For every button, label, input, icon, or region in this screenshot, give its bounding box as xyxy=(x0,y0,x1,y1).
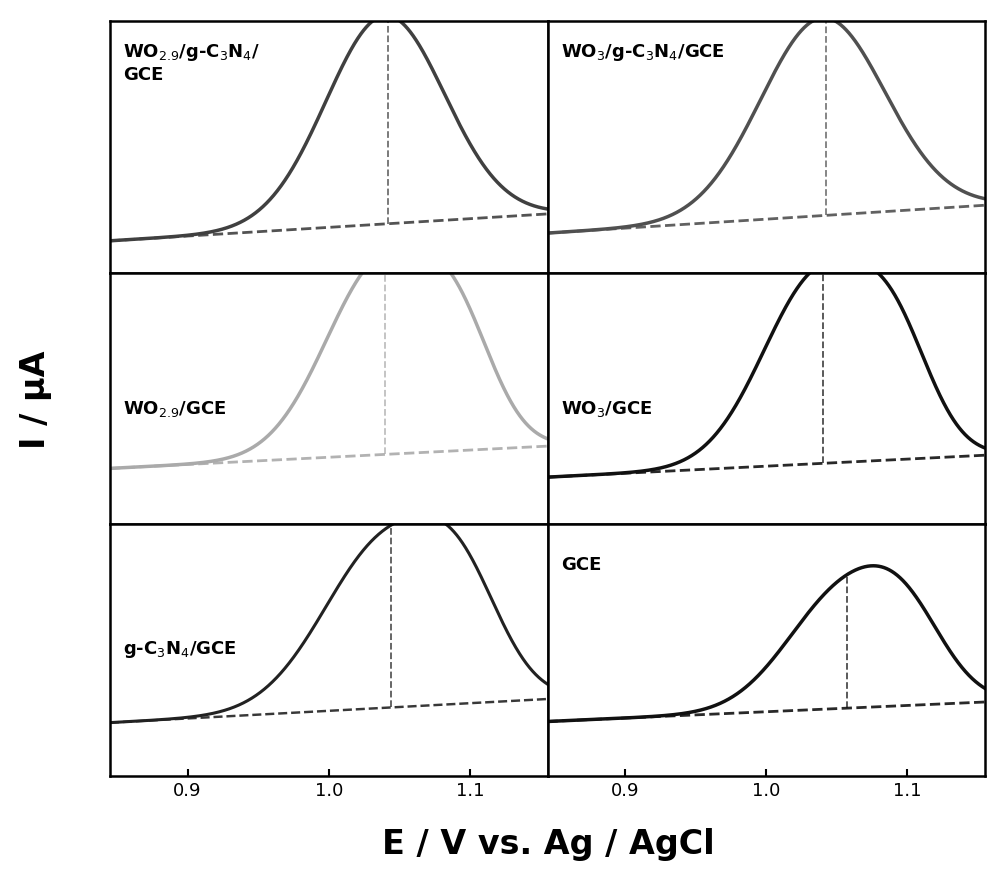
Text: GCE: GCE xyxy=(561,555,601,573)
Text: WO$_{2.9}$/g-C$_3$N$_4$/
GCE: WO$_{2.9}$/g-C$_3$N$_4$/ GCE xyxy=(123,42,260,84)
Text: g-C$_3$N$_4$/GCE: g-C$_3$N$_4$/GCE xyxy=(123,638,237,659)
Text: WO$_3$/GCE: WO$_3$/GCE xyxy=(561,399,652,419)
Text: WO$_{2.9}$/GCE: WO$_{2.9}$/GCE xyxy=(123,399,226,419)
Text: E / V vs. Ag / AgCl: E / V vs. Ag / AgCl xyxy=(382,827,714,860)
Text: I / μA: I / μA xyxy=(18,350,52,448)
Text: WO$_3$/g-C$_3$N$_4$/GCE: WO$_3$/g-C$_3$N$_4$/GCE xyxy=(561,42,725,63)
